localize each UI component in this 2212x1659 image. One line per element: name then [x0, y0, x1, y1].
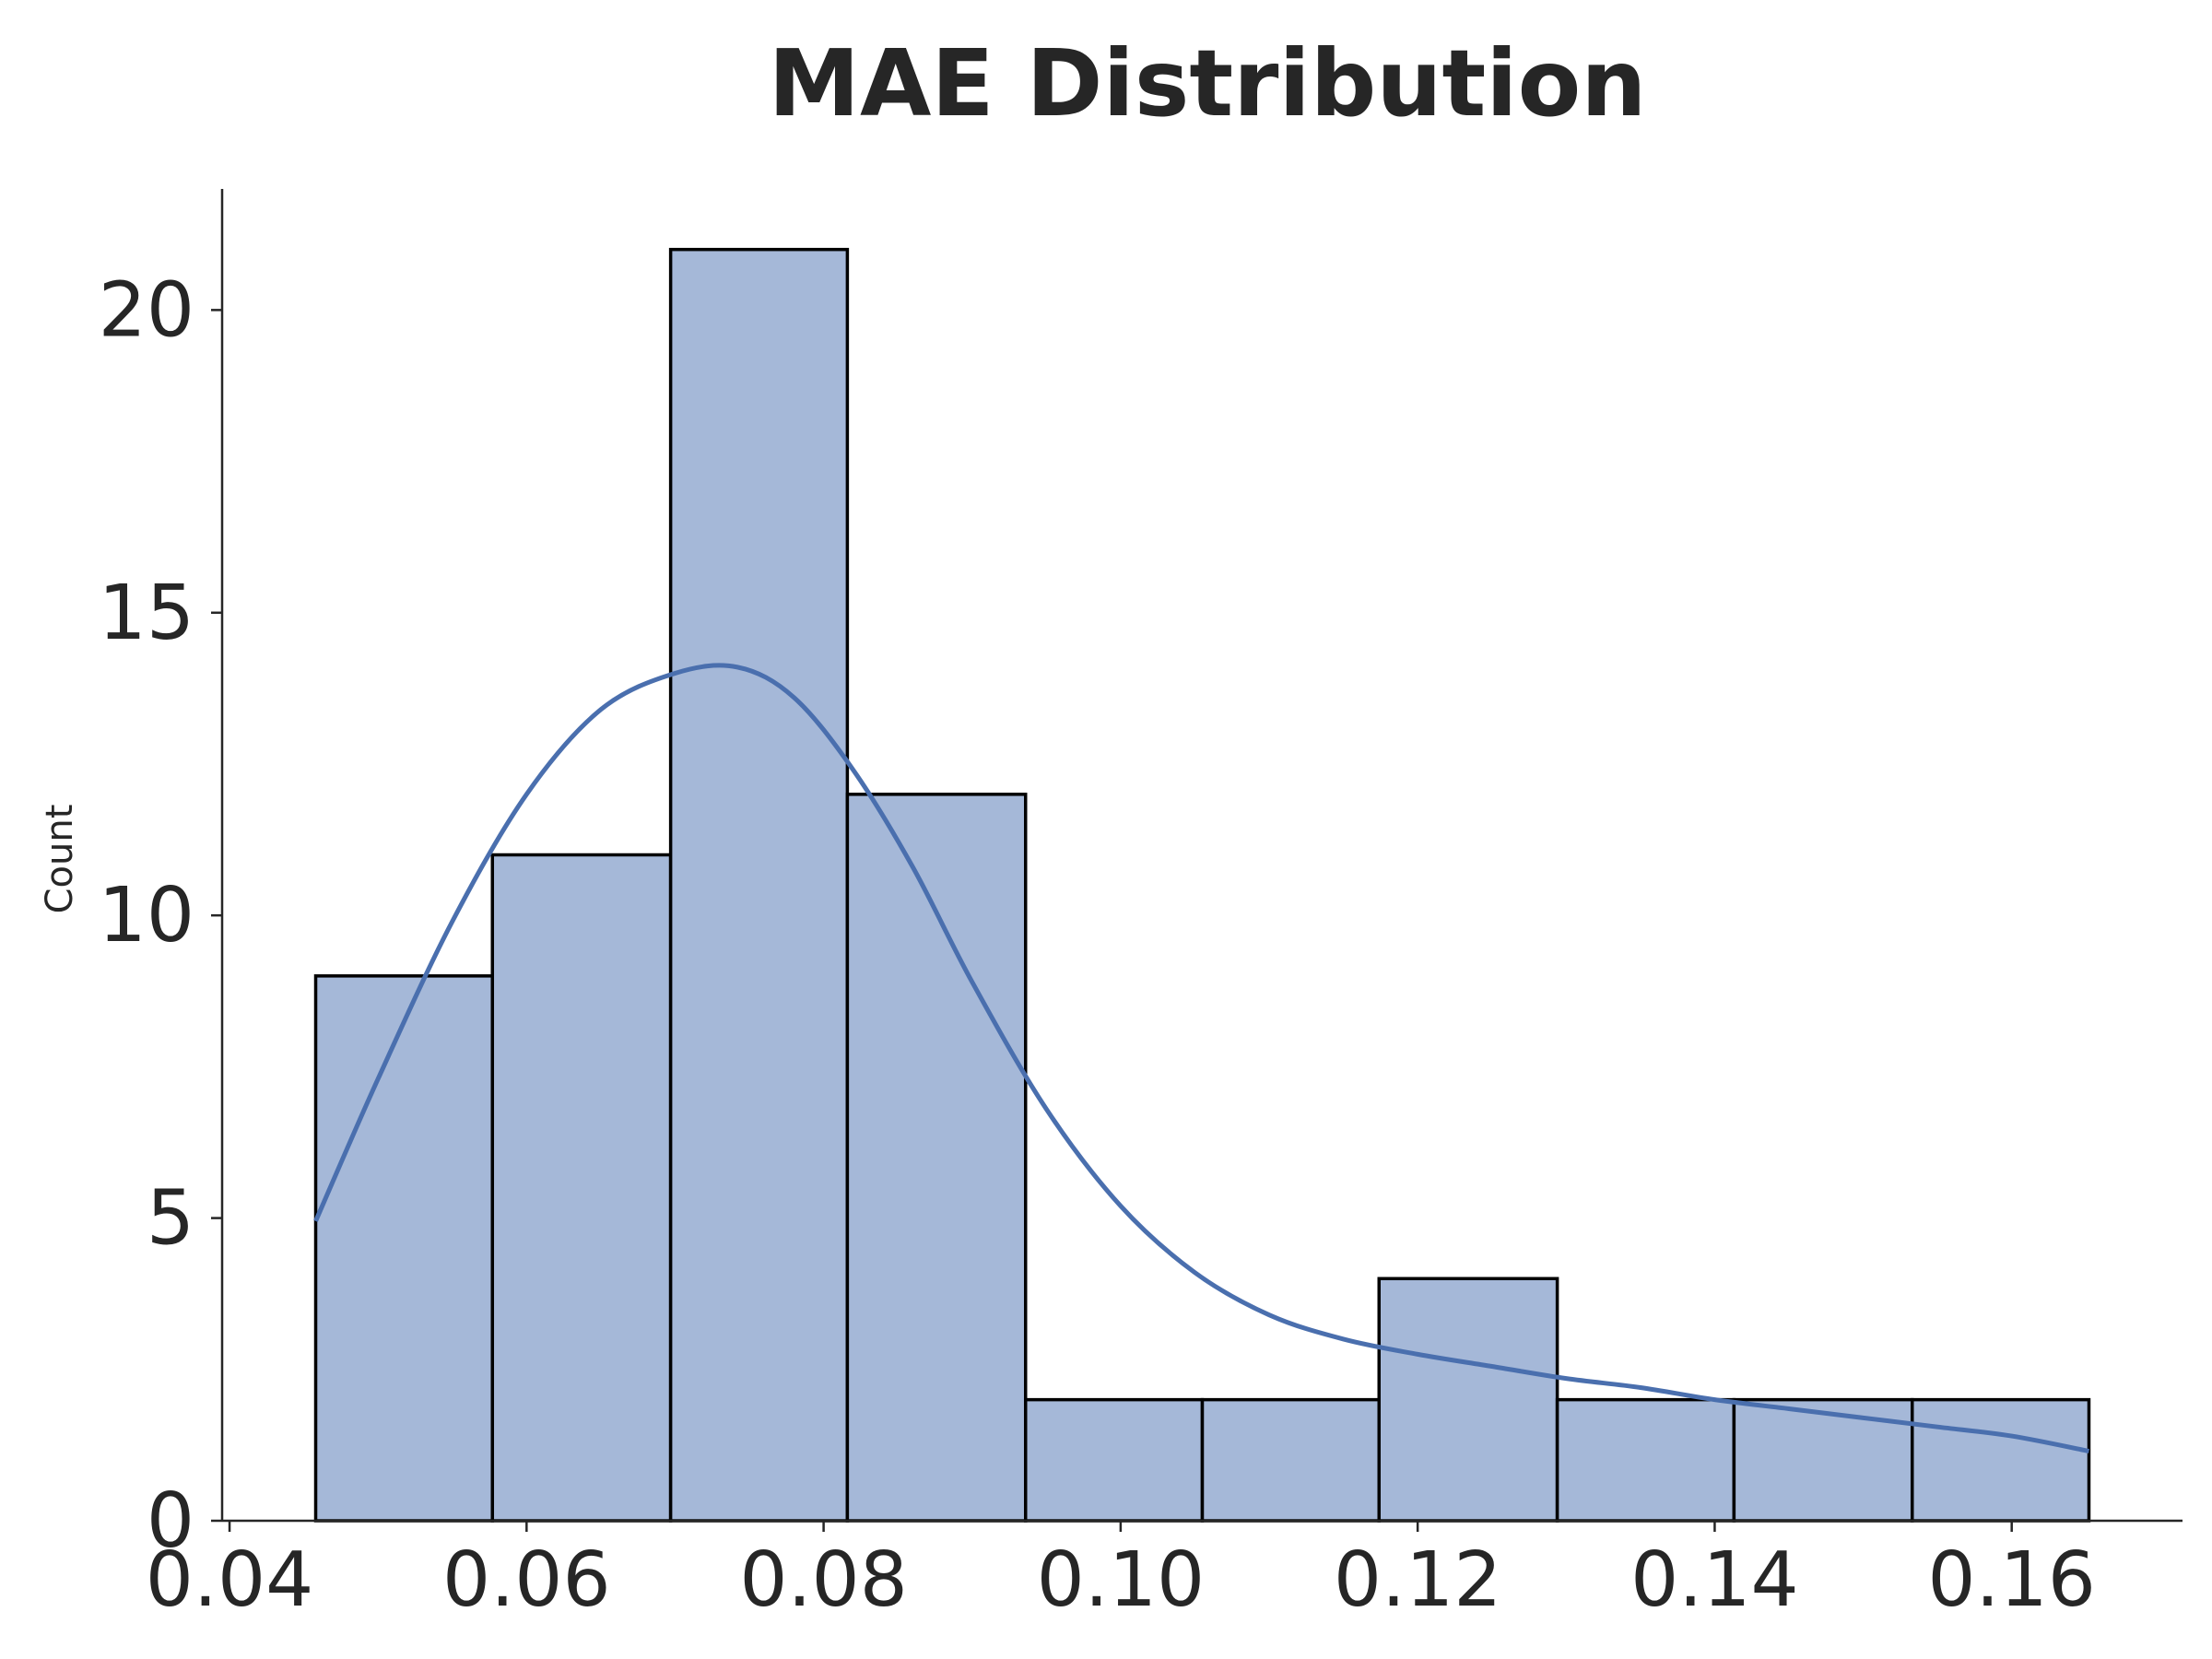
y-ticks: 0 5 10 15 20 — [99, 266, 222, 1565]
histogram-bar-9 — [1732, 1397, 1914, 1523]
histogram-bar-7 — [1377, 1277, 1559, 1523]
x-tick-label: 0.08 — [739, 1536, 908, 1624]
x-tick-label: 0.04 — [146, 1536, 314, 1624]
histogram-bar-4 — [845, 793, 1028, 1523]
chart-title: MAE Distribution — [769, 29, 1647, 137]
x-tick-label: 0.12 — [1334, 1536, 1502, 1624]
histogram-bar-8 — [1555, 1397, 1736, 1523]
axes — [220, 189, 2183, 1523]
y-axis-label: Count — [39, 805, 81, 914]
kde-curve — [313, 663, 2089, 1453]
histogram-bar-6 — [1200, 1397, 1382, 1523]
histogram-bar-1 — [313, 974, 495, 1523]
y-tick-label: 15 — [99, 570, 194, 657]
histogram-bar-2 — [490, 853, 673, 1523]
y-tick-label: 0 — [147, 1477, 194, 1565]
x-tick-label: 0.10 — [1037, 1536, 1206, 1624]
y-tick-label: 20 — [99, 266, 194, 354]
histogram-bar-5 — [1023, 1397, 1205, 1523]
x-tick-label: 0.06 — [442, 1536, 611, 1624]
x-tick-label: 0.14 — [1630, 1536, 1799, 1624]
histogram-bar-3 — [668, 247, 850, 1523]
x-tick-label: 0.16 — [1927, 1536, 2096, 1624]
y-tick-label: 5 — [147, 1175, 194, 1263]
histogram-bars — [313, 247, 2091, 1523]
y-tick-label: 10 — [99, 872, 194, 959]
x-ticks: 0.04 0.06 0.08 0.10 0.12 0.14 0.16 — [146, 1521, 2096, 1624]
histogram-bar-10 — [1910, 1397, 2091, 1523]
